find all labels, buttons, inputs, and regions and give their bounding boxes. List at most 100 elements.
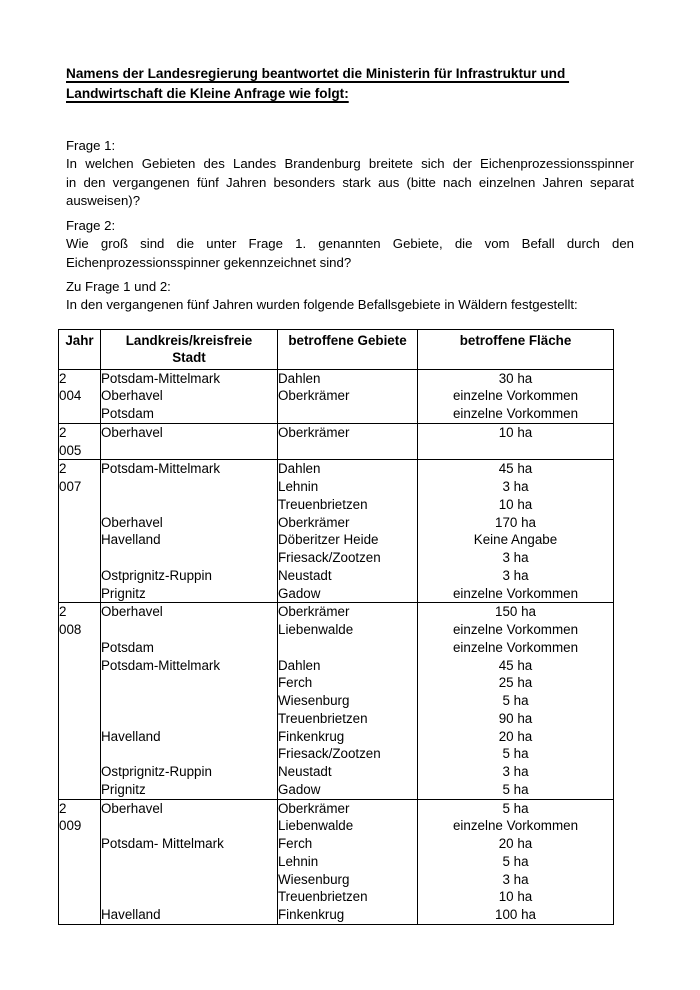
column-header-gebiete: betroffene Gebiete — [277, 329, 418, 370]
gebiete-cell: Oberkrämer Liebenwalde Ferch Lehnin Wiesenbu… — [277, 798, 418, 925]
cell-line: Keine Angabe — [473, 532, 558, 548]
text-line: Wie groß sind die unter Frage 1. genannt… — [66, 236, 634, 252]
cell-line — [101, 496, 277, 514]
cell-line: Prignitz — [101, 585, 146, 601]
cell-line: Liebenwalde — [278, 622, 354, 637]
cell-line: Prignitz — [101, 781, 146, 797]
cell-line — [101, 674, 277, 692]
cell-line — [59, 781, 100, 799]
cell-line: einzelne Vorkommen — [452, 818, 579, 834]
cell-line: Lehnin — [278, 853, 319, 869]
cell-line: 3 ha — [502, 550, 529, 565]
section-label: Zu Frage 1 und 2: — [66, 279, 171, 294]
cell-line: 5 ha — [502, 800, 529, 816]
cell-line — [101, 442, 277, 460]
cell-line — [278, 442, 417, 460]
cell-line: einzelne Vorkommen — [452, 585, 579, 601]
cell-line — [101, 888, 277, 906]
cell-line — [59, 567, 100, 585]
cell-line: 30 ha — [498, 370, 533, 386]
cell-line: 008 — [59, 622, 82, 637]
cell-line: Havelland — [101, 728, 161, 744]
cell-line: Potsdam- Mittelmark — [101, 836, 224, 851]
cell-line: Neustadt — [278, 764, 332, 779]
cell-line — [101, 853, 277, 871]
cell-line: Ostprignitz-Ruppin — [101, 567, 212, 583]
table-row-2008: 2 008 Oberhavel Potsdam Potsdam-Mittelmark Ha… — [58, 602, 614, 800]
landkreis-cell: Potsdam-Mittelmark Oberhavel Potsdam — [100, 368, 278, 424]
cell-line — [59, 710, 100, 728]
cell-line: 10 ha — [498, 496, 533, 512]
cell-line: Oberkrämer — [278, 514, 350, 530]
cell-line: 5 ha — [502, 693, 529, 708]
cell-line: Oberkrämer — [278, 388, 350, 404]
cell-line: 2 — [59, 424, 67, 440]
cell-line — [59, 888, 100, 906]
cell-line — [59, 531, 100, 549]
cell-line — [59, 405, 100, 423]
cell-line — [59, 657, 100, 675]
cell-line: 150 ha — [495, 604, 536, 620]
section-frage-1: Frage 1: In welchen Gebieten des Landes B… — [66, 137, 634, 210]
column-header-flaeche: betroffene Fläche — [417, 329, 614, 370]
cell-line: Oberkrämer — [278, 800, 350, 816]
cell-line — [418, 442, 613, 460]
cell-line: Potsdam — [101, 639, 154, 655]
year-cell: 2 004 — [58, 368, 101, 424]
answer-heading: Namens der Landesregierung beantwortet d… — [66, 64, 634, 103]
cell-line: 3 ha — [502, 871, 529, 887]
cell-line: einzelne Vorkommen — [452, 622, 579, 637]
cell-line — [59, 549, 100, 567]
cell-line: 2 — [59, 800, 67, 816]
cell-line — [59, 871, 100, 889]
befallsgebiete-table: Jahr Landkreis/kreisfreie Stadt betroffene … — [58, 329, 614, 925]
cell-line: 170 ha — [495, 514, 536, 530]
cell-line: Ferch — [278, 836, 313, 851]
header-line: betroffene Fläche — [459, 332, 572, 348]
cell-line: Treuenbrietzen — [278, 710, 368, 726]
cell-line — [59, 585, 100, 603]
section-zu-frage-1-und-2: Zu Frage 1 und 2: In den vergangenen fünf… — [66, 278, 634, 315]
cell-line: 004 — [59, 388, 82, 404]
flaeche-cell: 150 ha einzelne Vorkommen einzelne Vorkomm… — [417, 602, 614, 800]
cell-line: 100 ha — [495, 907, 536, 922]
cell-line — [59, 496, 100, 514]
cell-line — [59, 763, 100, 781]
cell-line: Finkenkrug — [278, 907, 345, 922]
cell-line: Finkenkrug — [278, 728, 345, 744]
cell-line: Potsdam-Mittelmark — [101, 657, 221, 673]
cell-line: einzelne Vorkommen — [452, 406, 579, 421]
table-row-2009: 2 009 Oberhavel Potsdam- Mittelmark Havellan… — [58, 798, 614, 925]
cell-line: Liebenwalde — [278, 818, 354, 834]
year-cell: 2 008 — [58, 602, 101, 800]
cell-line: 2 — [59, 370, 67, 386]
cell-line: Ostprignitz-Ruppin — [101, 764, 212, 779]
cell-line: Potsdam — [101, 406, 154, 421]
cell-line — [101, 871, 277, 889]
text-line: In welchen Gebieten des Landes Brandenbu… — [66, 156, 634, 172]
flaeche-cell: 5 ha einzelne Vorkommen 20 ha 5 ha 3 ha 10 ha… — [417, 798, 614, 925]
text-line: In den vergangenen fünf Jahren wurden fo… — [66, 297, 578, 313]
flaeche-cell: 30 ha einzelne Vorkommen einzelne Vorkomme… — [417, 368, 614, 424]
section-label: Frage 2: — [66, 218, 116, 233]
cell-line: einzelne Vorkommen — [452, 388, 579, 404]
column-header-landkreis: Landkreis/kreisfreie Stadt — [100, 329, 278, 370]
text-line: Eichenprozessionsspinner gekennzeichnet … — [66, 254, 352, 270]
cell-line: 45 ha — [498, 657, 533, 673]
cell-line: Friesack/Zootzen — [278, 550, 381, 565]
section-frage-2: Frage 2: Wie groß sind die unter Frage 1.… — [66, 217, 634, 272]
cell-line: 5 ha — [502, 781, 529, 797]
cell-line: Dahlen — [278, 461, 321, 477]
text-line: in den vergangenen fünf Jahren besonders… — [66, 174, 634, 190]
cell-line: Lehnin — [278, 479, 319, 494]
cell-line: Döberitzer Heide — [278, 532, 379, 548]
section-label: Frage 1: — [66, 138, 116, 153]
gebiete-cell: Oberkrämer Liebenwalde Dahlen Ferch Wiesenbu… — [277, 602, 418, 800]
cell-line: Havelland — [101, 532, 161, 548]
cell-line: 5 ha — [502, 853, 529, 869]
cell-line: Oberhavel — [101, 800, 163, 816]
cell-line: Dahlen — [278, 370, 321, 386]
cell-line: Havelland — [101, 907, 161, 922]
cell-line — [59, 639, 100, 657]
